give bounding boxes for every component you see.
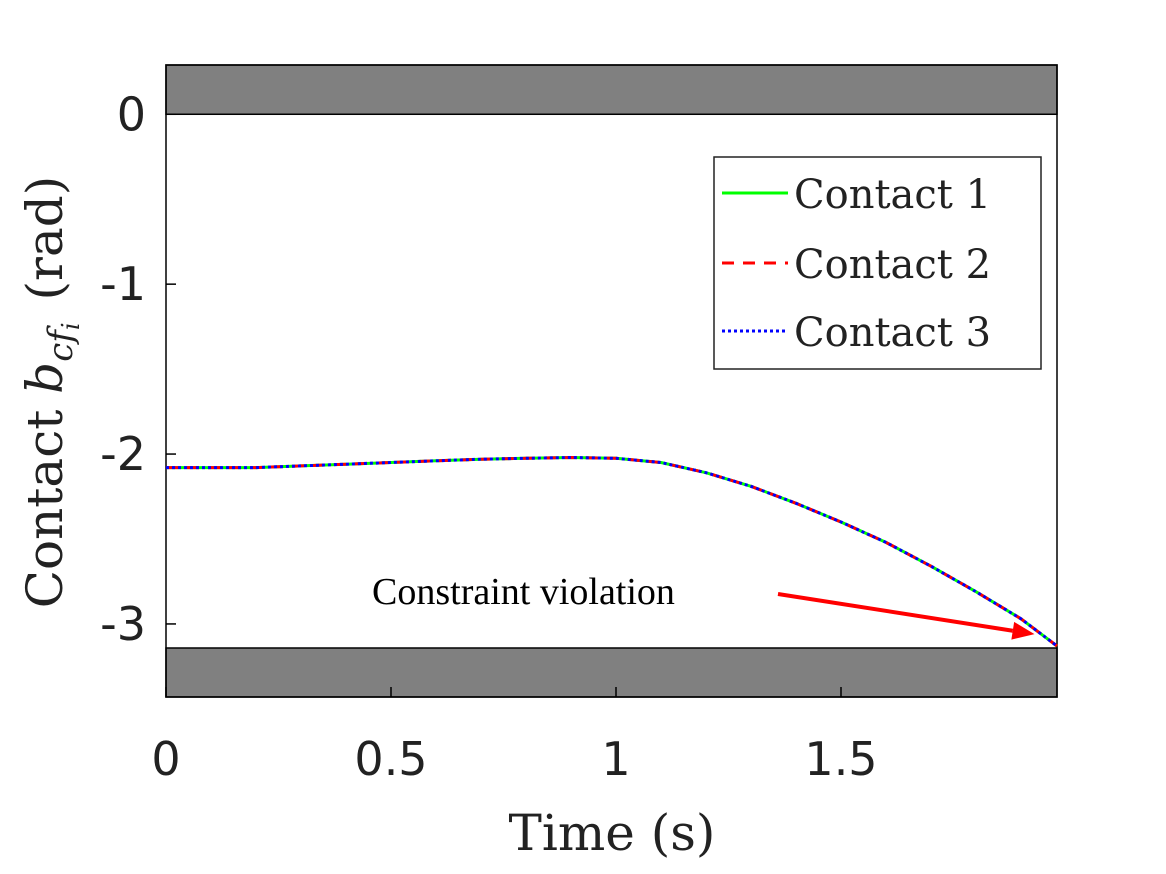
annotation-arrow xyxy=(777,592,1014,633)
axis-ticks: 0 0.5 1 1.5 0 -1 -2 -3 xyxy=(100,87,877,786)
constraint-bands xyxy=(165,64,1058,698)
plot-area xyxy=(165,64,1058,698)
x-tick-label: 1 xyxy=(601,732,630,786)
series-line-3 xyxy=(166,456,1058,648)
y-tick-label: -3 xyxy=(100,597,146,651)
x-tick-label: 0.5 xyxy=(354,732,427,786)
constraint-band-1 xyxy=(165,64,1058,116)
x-tick-label: 1.5 xyxy=(804,732,877,786)
legend-label-1: Contact 1 xyxy=(794,172,991,218)
y-axis-title-symbol: b xyxy=(16,362,74,394)
constraint-band-2 xyxy=(165,647,1058,698)
x-tick-label: 0 xyxy=(151,732,180,786)
x-axis-title: Time (s) xyxy=(509,804,716,862)
legend-label-3: Contact 3 xyxy=(794,310,991,356)
legend: Contact 1 Contact 2 Contact 3 xyxy=(713,156,1042,370)
legend-label-2: Contact 2 xyxy=(794,242,991,288)
y-tick-label: -2 xyxy=(100,427,146,481)
annotation-text: Constraint violation xyxy=(372,571,675,613)
series-lines xyxy=(166,456,1058,648)
annotation-arrowhead xyxy=(1011,621,1035,640)
y-tick-label: 0 xyxy=(117,87,146,141)
y-axis-title-prefix: Contact xyxy=(16,394,74,608)
y-axis-title-subscript: cf xyxy=(41,325,81,362)
y-axis-title: Contact bcfi (rad) xyxy=(16,176,85,609)
y-axis-title-unit: (rad) xyxy=(16,176,74,301)
y-axis-title-subsubscript: i xyxy=(57,322,85,330)
y-tick-label: -1 xyxy=(100,257,146,311)
constraint-violation-annotation: Constraint violation xyxy=(372,571,1035,640)
